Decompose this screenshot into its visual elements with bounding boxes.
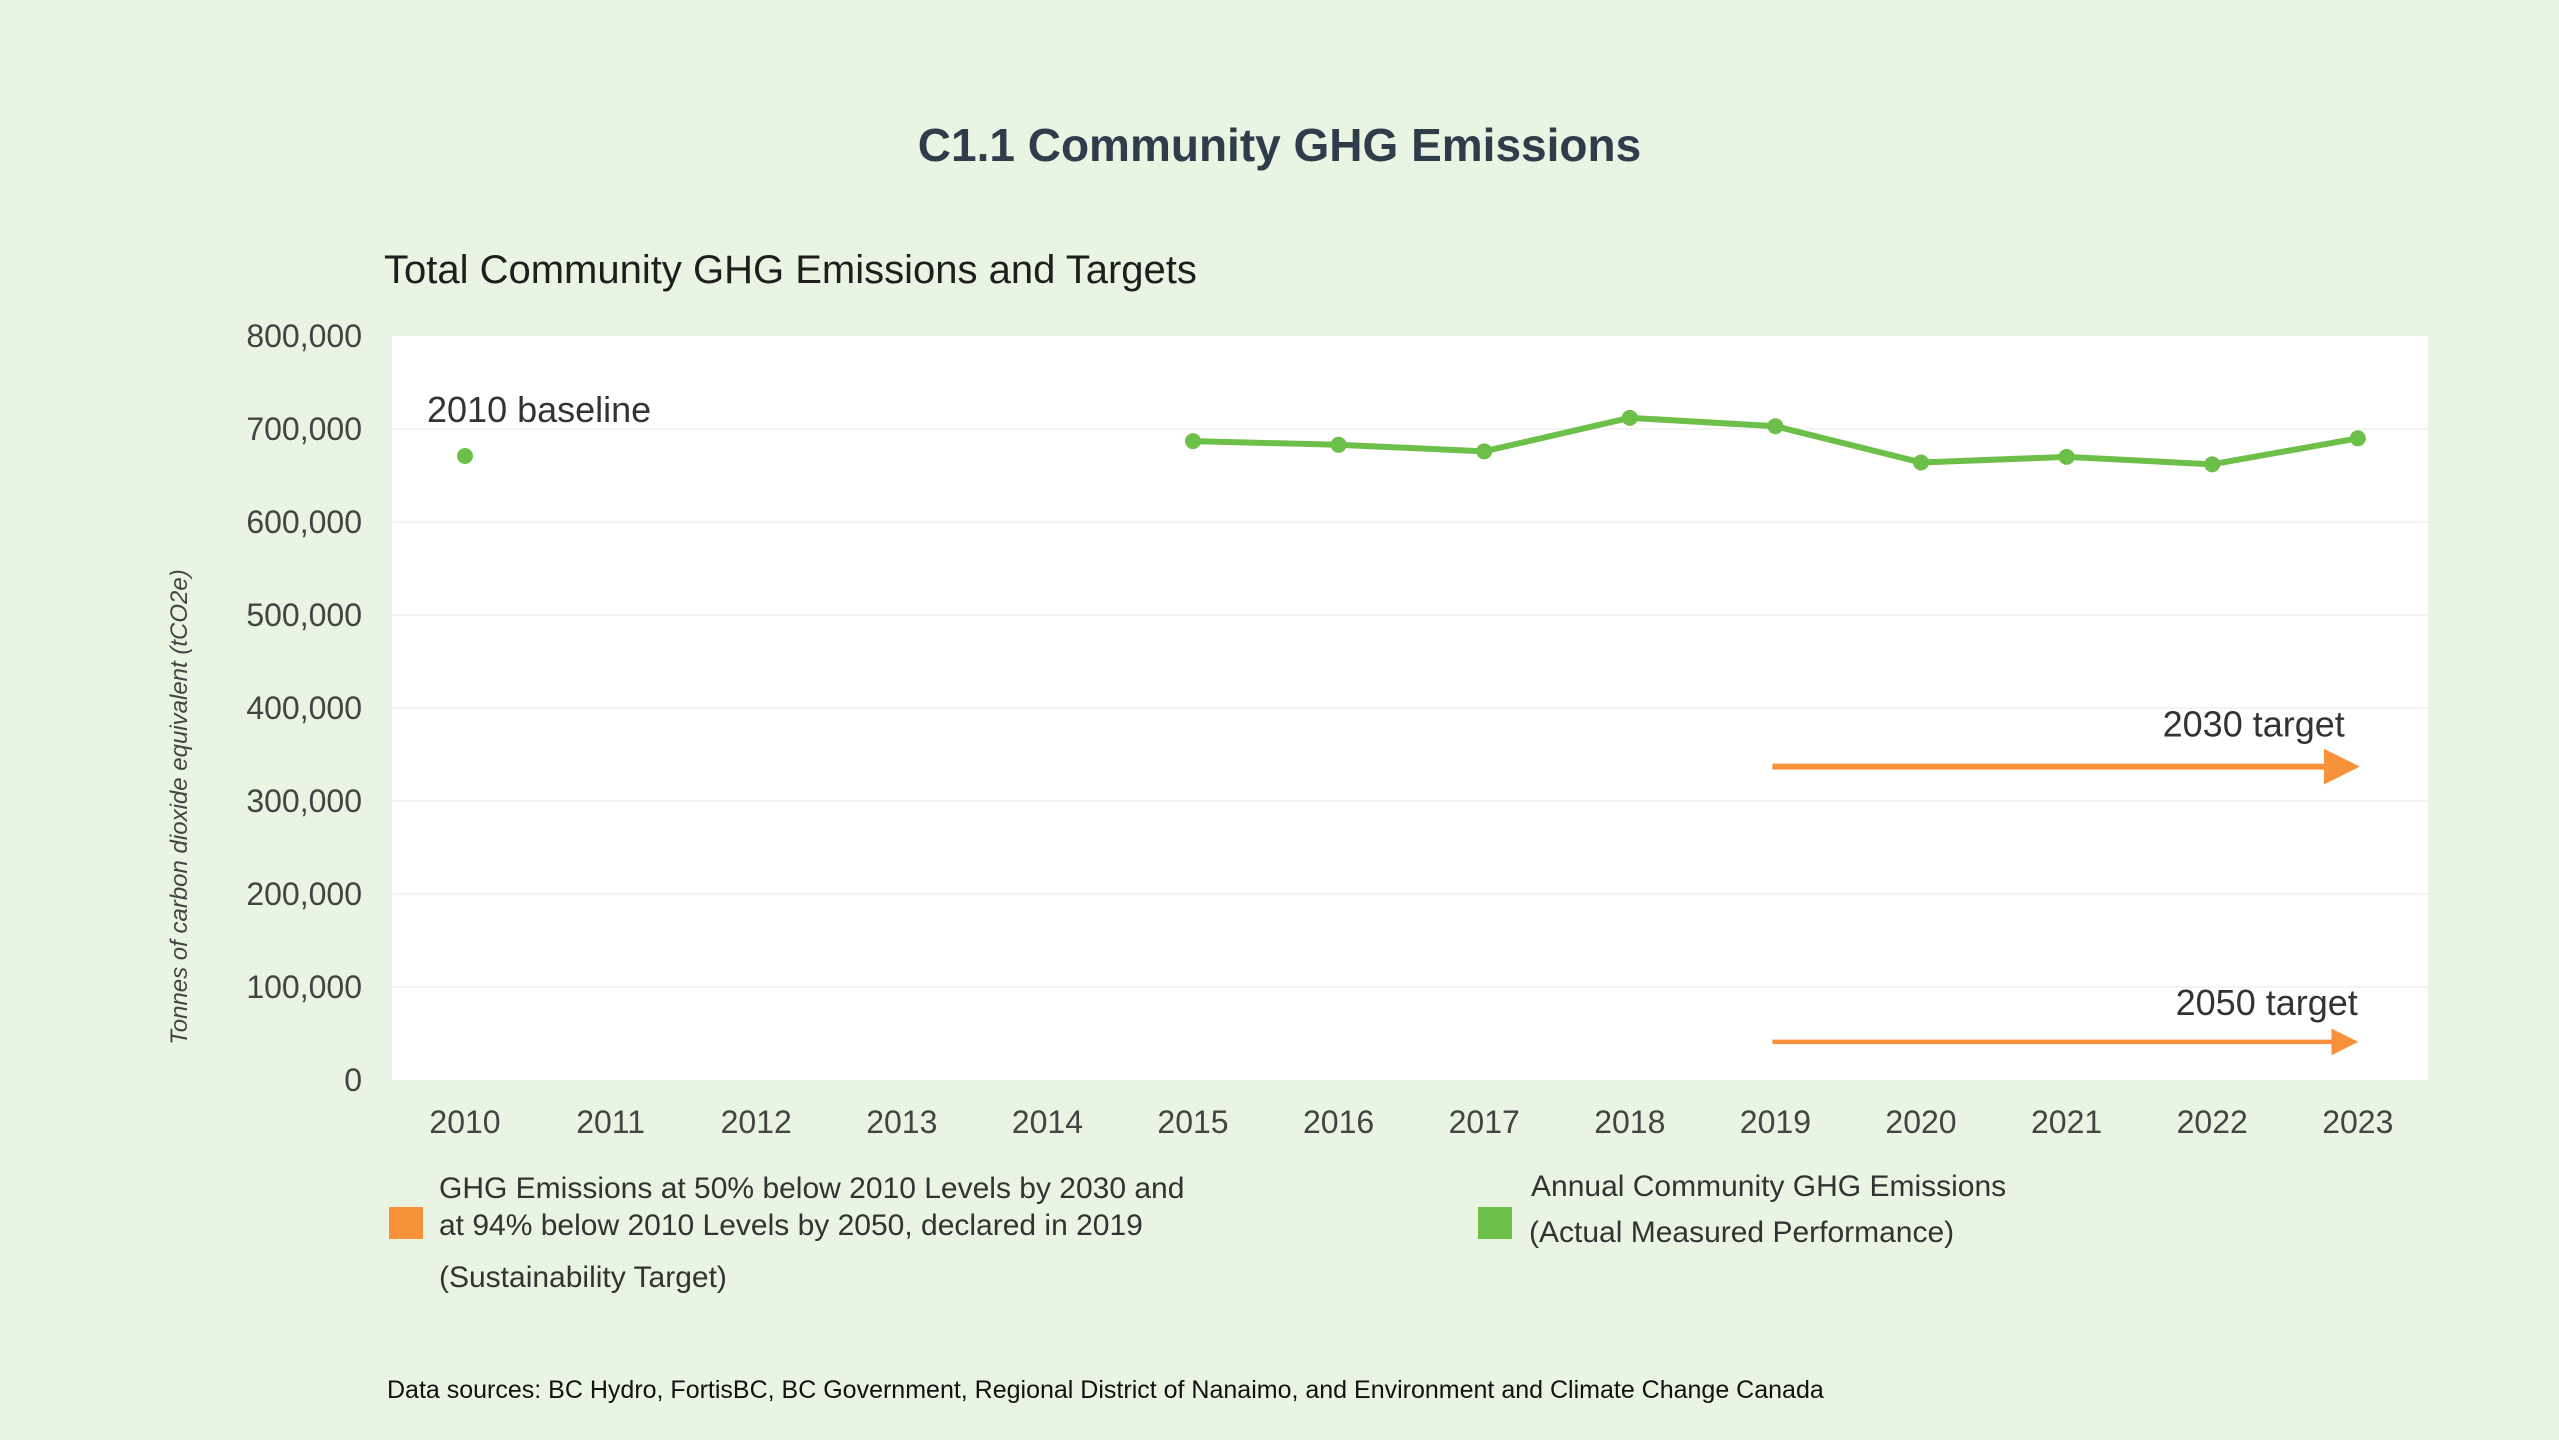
data-point [2058,448,2075,465]
legend-target-line3: (Sustainability Target) [439,1261,727,1294]
x-tick-label: 2017 [1449,1104,1520,1140]
data-point [2204,456,2221,473]
legend-swatch-actual [1478,1207,1512,1239]
legend-actual-line2: (Actual Measured Performance) [1529,1216,1955,1249]
data-point [2349,430,2366,447]
x-tick-label: 2012 [721,1104,792,1140]
x-tick-label: 2021 [2031,1104,2102,1140]
x-tick-label: 2022 [2177,1104,2248,1140]
y-tick-label: 100,000 [246,969,362,1005]
x-tick-label: 2023 [2322,1104,2393,1140]
x-tick-label: 2020 [1885,1104,1956,1140]
x-tick-label: 2011 [576,1104,645,1140]
y-tick-label: 600,000 [246,504,362,540]
target-label: 2030 target [2163,704,2345,745]
legend-swatch-target [389,1207,423,1239]
y-tick-label: 700,000 [246,411,362,447]
legend-target-line2: at 94% below 2010 Levels by 2050, declar… [439,1209,1143,1242]
data-point [1767,418,1784,435]
x-tick-label: 2016 [1303,1104,1374,1140]
data-sources-footnote: Data sources: BC Hydro, FortisBC, BC Gov… [387,1376,1824,1404]
y-tick-label: 400,000 [246,690,362,726]
x-tick-label: 2013 [866,1104,937,1140]
x-tick-label: 2014 [1012,1104,1083,1140]
data-point [457,447,473,464]
data-point [1476,443,1493,460]
y-tick-label: 500,000 [246,597,362,633]
y-tick-label: 200,000 [246,876,362,912]
data-point [1621,409,1638,426]
x-tick-label: 2018 [1594,1104,1665,1140]
target-label: 2050 target [2176,982,2358,1023]
baseline-annotation: 2010 baseline [427,389,651,430]
x-tick-label: 2015 [1157,1104,1228,1140]
data-point [1185,433,1201,450]
data-point [1330,436,1347,453]
x-tick-label: 2010 [429,1104,500,1140]
y-tick-label: 0 [344,1062,362,1098]
chart-title: Total Community GHG Emissions and Target… [384,248,1197,292]
legend-target-line1: GHG Emissions at 50% below 2010 Levels b… [439,1172,1185,1205]
data-point [1913,454,1929,471]
page-title: C1.1 Community GHG Emissions [917,119,1642,171]
y-tick-label: 800,000 [246,318,362,354]
x-tick-label: 2019 [1740,1104,1811,1140]
y-tick-label: 300,000 [246,783,362,819]
legend-actual-line1: Annual Community GHG Emissions [1531,1170,2007,1203]
